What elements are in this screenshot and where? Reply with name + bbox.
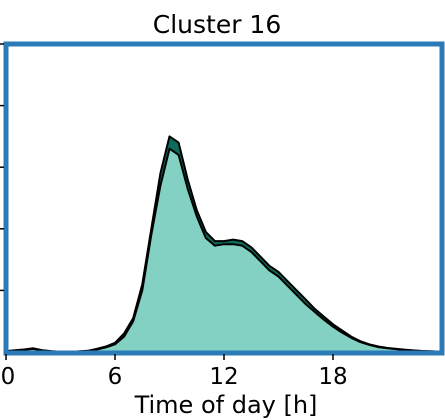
x-tick-label: 18 <box>318 364 347 390</box>
plot-frame <box>3 41 445 356</box>
y-axis <box>0 43 4 292</box>
plot-area <box>5 135 443 353</box>
x-tick-label: 0 <box>1 364 16 390</box>
x-tick-label: 12 <box>209 364 238 390</box>
chart-title: Cluster 16 <box>153 10 282 39</box>
x-tick-label: 6 <box>108 364 123 390</box>
x-axis: 0 6 12 18 <box>1 354 348 390</box>
area-series-2 <box>5 147 443 353</box>
x-axis-label: Time of day [h] <box>134 391 318 419</box>
